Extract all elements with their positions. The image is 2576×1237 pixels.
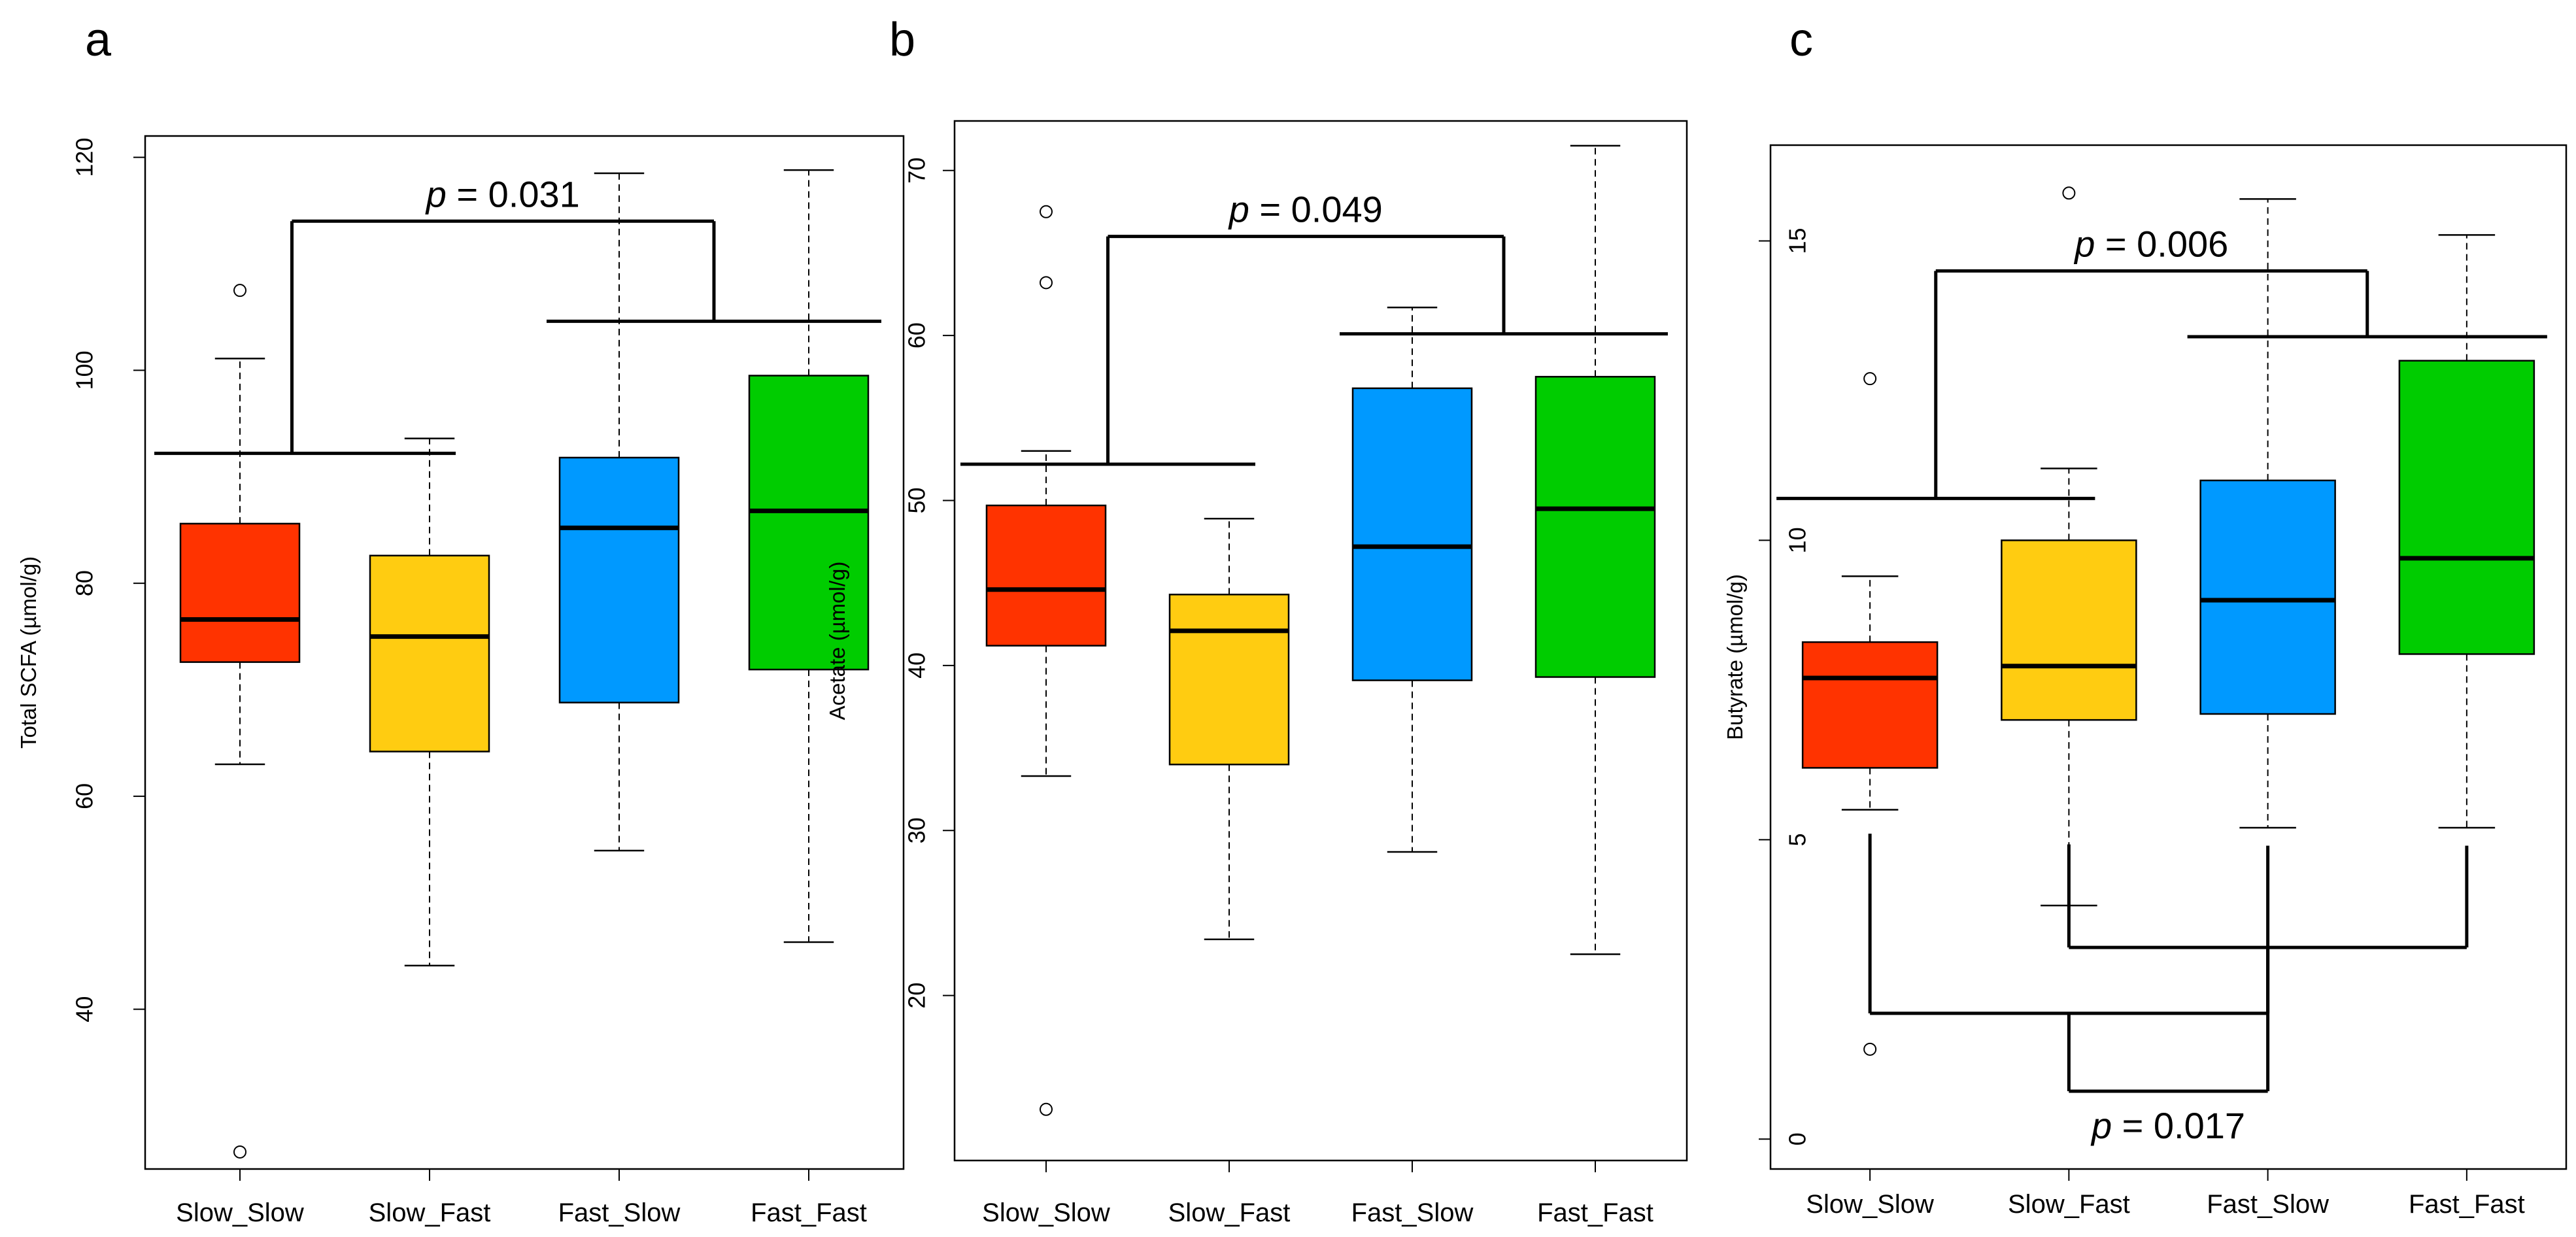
outlier-point [1040, 205, 1053, 218]
outlier-point [233, 284, 246, 297]
y-axis-title: Butyrate (µmol/g) [1723, 574, 1747, 740]
x-tick-label: Fast_Fast [1537, 1198, 1653, 1227]
y-tick-label: 40 [71, 996, 98, 1023]
p-value-label: p = 0.017 [2090, 1105, 2245, 1146]
x-tick-label: Fast_Fast [751, 1198, 867, 1227]
y-tick-label: 70 [904, 158, 930, 184]
box-slow-fast [1168, 517, 1290, 941]
y-axis-title: Total SCFA (µmol/g) [16, 556, 41, 749]
y-tick-label: 80 [71, 570, 98, 596]
y-tick-label: 100 [71, 350, 98, 390]
comparison-bracket: p = 0.049 [960, 189, 1668, 466]
iqr-box [179, 522, 301, 663]
comparison-bracket: p = 0.031 [154, 173, 881, 455]
x-tick-label: Fast_Slow [2207, 1190, 2329, 1219]
p-value-label: p = 0.049 [1228, 189, 1383, 230]
y-tick-label: 120 [71, 138, 98, 177]
p-value-label: p = 0.006 [2073, 223, 2228, 264]
iqr-box [2398, 360, 2535, 655]
panel-c: c Butyrate (µmol/g) 0 5 10 15 Slow_Slow Slow_Fa… [1723, 14, 2568, 1219]
iqr-box [748, 375, 870, 671]
x-tick-label: Slow_Fast [1168, 1198, 1291, 1227]
box-fast-fast [748, 169, 870, 943]
x-tick-label: Slow_Fast [369, 1198, 491, 1227]
iqr-box [985, 504, 1107, 647]
box-fast-slow [1351, 306, 1473, 853]
y-tick-label: 30 [904, 817, 930, 843]
y-tick-label: 5 [1784, 833, 1811, 846]
panel-a: a Total SCFA (µmol/g) 40 60 80 100 120 Slow_Slo… [16, 14, 905, 1227]
box-fast-slow [2199, 198, 2336, 829]
iqr-box [369, 554, 490, 753]
y-tick-label: 0 [1784, 1132, 1811, 1145]
iqr-box [558, 456, 680, 703]
y-tick-label: 10 [1784, 527, 1811, 553]
y-axis-title: Acetate (µmol/g) [825, 562, 849, 720]
x-tick-label: Fast_Fast [2409, 1190, 2525, 1219]
y-tick-label: 20 [904, 983, 930, 1009]
box-slow-fast [369, 437, 490, 967]
x-tick-label: Slow_Fast [2008, 1190, 2130, 1219]
iqr-box [1168, 594, 1290, 766]
iqr-box [2001, 539, 2137, 721]
comparison-bracket: p = 0.006 [1776, 223, 2547, 500]
comparison-bracket: p = 0.017 [1868, 834, 2469, 1146]
x-tick-label: Slow_Slow [982, 1198, 1110, 1227]
y-tick-label: 60 [904, 322, 930, 348]
iqr-box [1801, 641, 1939, 769]
outlier-point [233, 1145, 246, 1159]
p-value-label: p = 0.031 [425, 173, 580, 214]
box-slow-fast [2001, 186, 2137, 907]
iqr-box [2199, 479, 2336, 715]
outlier-point [1040, 276, 1053, 290]
box-slow-slow [179, 284, 301, 1159]
box-fast-fast [2398, 234, 2535, 829]
outlier-point [1040, 1102, 1053, 1116]
panel-letter-a: a [85, 14, 112, 66]
plot-frame [953, 120, 1688, 1162]
x-tick-label: Fast_Slow [558, 1198, 681, 1227]
plot-frame [144, 135, 905, 1170]
panel-letter-b: b [889, 14, 915, 66]
y-tick-label: 50 [904, 487, 930, 513]
x-tick-label: Slow_Slow [1806, 1190, 1934, 1219]
y-tick-label: 15 [1784, 228, 1811, 254]
panel-letter-c: c [1789, 14, 1813, 66]
y-tick-label: 40 [904, 652, 930, 679]
x-tick-label: Fast_Slow [1351, 1198, 1474, 1227]
box-fast-slow [558, 172, 680, 852]
plot-frame [1769, 144, 2568, 1170]
y-tick-label: 60 [71, 783, 98, 809]
iqr-box [1351, 387, 1473, 681]
box-slow-slow [1801, 372, 1939, 1056]
x-tick-label: Slow_Slow [176, 1198, 304, 1227]
outlier-point [2062, 186, 2076, 200]
iqr-box [1534, 375, 1656, 678]
outlier-point [1863, 1042, 1877, 1056]
box-slow-slow [985, 205, 1107, 1116]
panel-b: b Acetate (µmol/g) 20 30 40 50 60 70 Slow_Slow Sl… [825, 14, 1688, 1227]
box-fast-fast [1534, 144, 1656, 955]
outlier-point [1863, 372, 1877, 386]
